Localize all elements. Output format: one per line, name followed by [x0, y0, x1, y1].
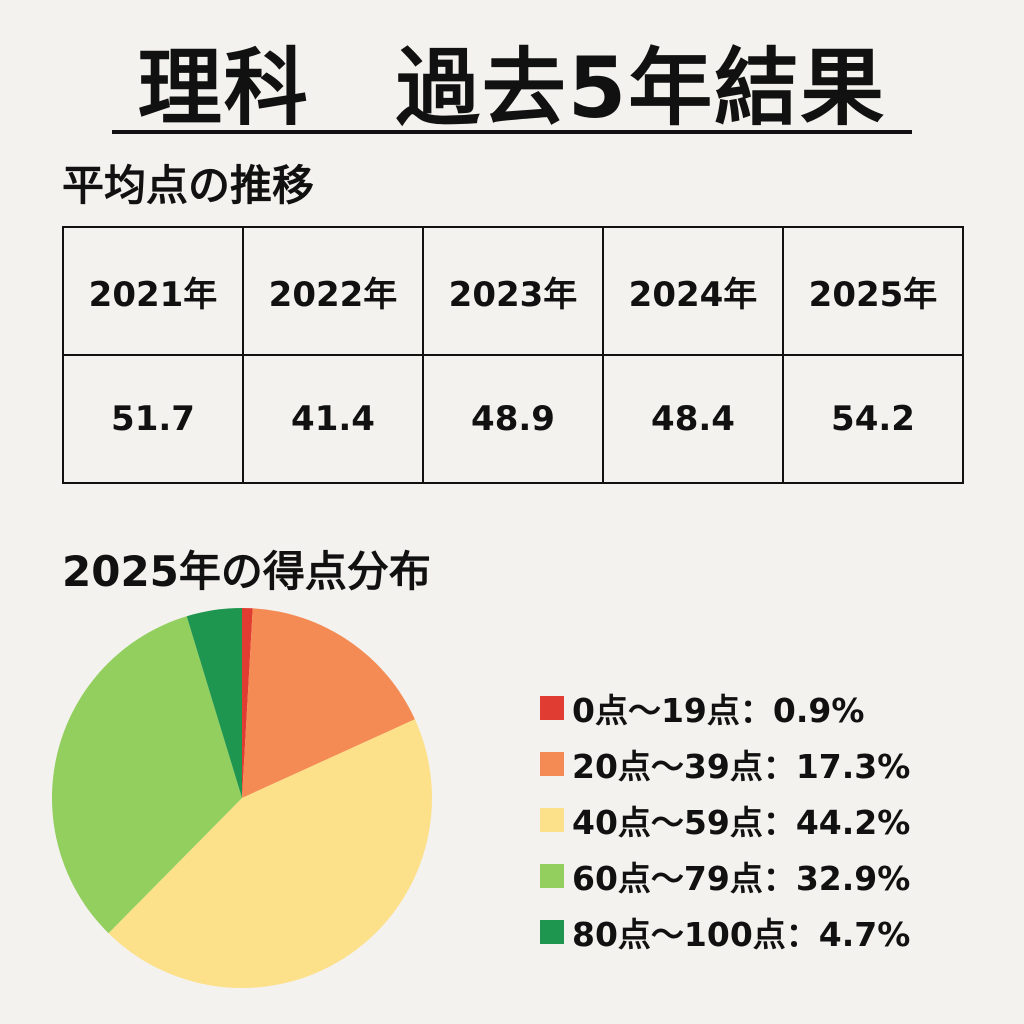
legend-label: 40点〜59点：44.2%: [572, 803, 911, 842]
year-cell: 2024年: [602, 226, 784, 356]
pie-slice: [108, 719, 432, 988]
legend-label: 80点〜100点：4.7%: [572, 915, 911, 954]
legend-item: 20点〜39点：17.3%: [540, 736, 910, 792]
average-section-title: 平均点の推移: [62, 161, 315, 210]
legend-item: 80点〜100点：4.7%: [540, 904, 910, 960]
score-distribution-pie-chart: [52, 608, 432, 988]
legend-label: 0点〜19点：0.9%: [572, 691, 865, 730]
title-underline: [112, 130, 912, 134]
year-cell: 2022年: [242, 226, 424, 356]
pie-slice: [242, 608, 415, 798]
year-cell: 2023年: [422, 226, 604, 356]
score-cell: 41.4: [242, 354, 424, 484]
legend-swatch: [540, 808, 564, 832]
legend-swatch: [540, 752, 564, 776]
legend-swatch: [540, 864, 564, 888]
legend-item: 40点〜59点：44.2%: [540, 792, 910, 848]
year-cell: 2021年: [62, 226, 244, 356]
legend-label: 60点〜79点：32.9%: [572, 859, 911, 898]
distribution-section-title: 2025年の得点分布: [62, 547, 431, 596]
pie-slice: [186, 608, 242, 798]
legend-label: 20点〜39点：17.3%: [572, 747, 911, 786]
page-title: 理科 過去5年結果: [137, 39, 887, 137]
pie-slice: [52, 616, 242, 934]
legend-swatch: [540, 696, 564, 720]
score-cell: 48.9: [422, 354, 604, 484]
score-cell: 54.2: [782, 354, 964, 484]
average-score-table: 2021年 2022年 2023年 2024年 2025年 51.7 41.4 …: [62, 226, 964, 484]
legend-swatch: [540, 920, 564, 944]
legend-item: 0点〜19点：0.9%: [540, 680, 910, 736]
legend-item: 60点〜79点：32.9%: [540, 848, 910, 904]
score-cell: 51.7: [62, 354, 244, 484]
year-cell: 2025年: [782, 226, 964, 356]
score-row: 51.7 41.4 48.9 48.4 54.2: [62, 354, 964, 484]
pie-legend: 0点〜19点：0.9% 20点〜39点：17.3% 40点〜59点：44.2% …: [540, 680, 910, 960]
score-cell: 48.4: [602, 354, 784, 484]
pie-slice: [242, 608, 253, 798]
year-row: 2021年 2022年 2023年 2024年 2025年: [62, 226, 964, 356]
